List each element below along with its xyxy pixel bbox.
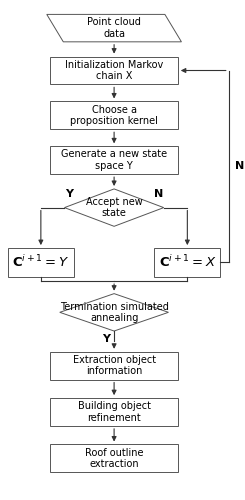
Text: Choose a
proposition kernel: Choose a proposition kernel [70, 104, 158, 126]
Text: Accept new
state: Accept new state [86, 197, 143, 218]
Text: Roof outline
extraction: Roof outline extraction [85, 448, 143, 469]
Bar [154, 248, 220, 277]
Text: Point cloud
data: Point cloud data [87, 18, 141, 39]
Text: Y: Y [65, 188, 73, 198]
Bar [50, 102, 178, 130]
Text: Initialization Markov
chain X: Initialization Markov chain X [65, 60, 163, 82]
Bar [50, 146, 178, 174]
Bar [50, 56, 178, 84]
Text: $\mathbf{C}^{i+1} = X$: $\mathbf{C}^{i+1} = X$ [159, 254, 216, 270]
Polygon shape [60, 294, 169, 331]
Bar [50, 352, 178, 380]
Text: Y: Y [102, 334, 110, 344]
Text: N: N [154, 188, 164, 198]
Polygon shape [64, 189, 164, 226]
Text: Termination simulated
annealing: Termination simulated annealing [60, 302, 169, 323]
Text: Extraction object
information: Extraction object information [73, 355, 156, 376]
Bar [50, 398, 178, 426]
Bar [8, 248, 74, 277]
Text: Generate a new state
space Y: Generate a new state space Y [61, 150, 167, 171]
Polygon shape [47, 14, 182, 42]
Bar [50, 444, 178, 472]
Text: Building object
refinement: Building object refinement [78, 401, 151, 423]
Text: N: N [235, 162, 244, 172]
Text: $\mathbf{C}^{i+1} = Y$: $\mathbf{C}^{i+1} = Y$ [12, 254, 70, 270]
